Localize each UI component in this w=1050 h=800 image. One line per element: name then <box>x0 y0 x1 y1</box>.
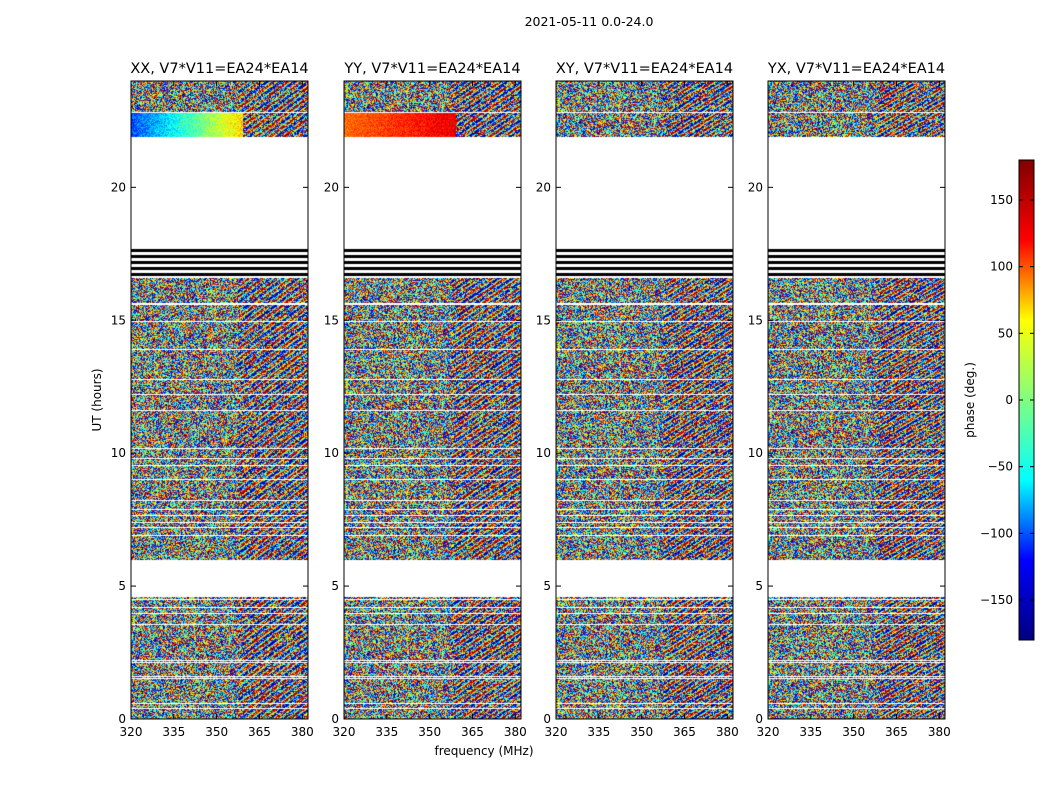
phase-heatmap-yy <box>344 81 521 719</box>
y-tick-label: 10 <box>748 446 763 460</box>
y-tick-label: 5 <box>543 579 551 593</box>
colorbar-tick-label: 50 <box>998 326 1013 340</box>
x-tick-label: 335 <box>162 725 185 739</box>
panel-xx: XX, V7*V11=EA24*EA14 0 5 10 15 20 320 335 350 365… <box>111 61 314 739</box>
y-tick-label: 5 <box>331 579 339 593</box>
x-tick-label: 380 <box>291 725 314 739</box>
y-tick-label: 5 <box>755 579 763 593</box>
panel-yx: YX, V7*V11=EA24*EA14 0 5 10 15 20 320 335 350 365… <box>748 61 951 739</box>
y-tick-label: 0 <box>755 712 763 726</box>
panel-title: XY, V7*V11=EA24*EA14 <box>556 61 733 77</box>
x-tick-label: 320 <box>120 725 143 739</box>
x-tick-label: 350 <box>842 725 865 739</box>
colorbar-tick-label: −100 <box>980 526 1013 540</box>
x-tick-label: 380 <box>928 725 951 739</box>
x-tick-label: 365 <box>885 725 908 739</box>
y-tick-label: 10 <box>536 446 551 460</box>
x-tick-label: 350 <box>205 725 228 739</box>
x-axis-label: frequency (MHz) <box>434 744 533 758</box>
y-tick-label: 20 <box>324 180 339 194</box>
y-tick-label: 0 <box>331 712 339 726</box>
x-tick-label: 320 <box>545 725 568 739</box>
x-tick-label: 380 <box>504 725 527 739</box>
phase-heatmap-yx <box>768 81 945 719</box>
panel-title: XX, V7*V11=EA24*EA14 <box>130 61 308 77</box>
colorbar-tick-label: 0 <box>1005 393 1013 407</box>
panel-title: YX, V7*V11=EA24*EA14 <box>767 61 945 77</box>
panel-frame <box>555 80 734 720</box>
x-tick-label: 320 <box>333 725 356 739</box>
x-tick-label: 350 <box>418 725 441 739</box>
y-tick-label: 20 <box>748 180 763 194</box>
colorbar-label: phase (deg.) <box>963 362 977 438</box>
panel-title: YY, V7*V11=EA24*EA14 <box>343 61 520 77</box>
x-tick-label: 380 <box>716 725 739 739</box>
panels-group: XX, V7*V11=EA24*EA14 0 5 10 15 20 320 335 350 365… <box>111 61 951 739</box>
x-tick-label: 335 <box>799 725 822 739</box>
y-tick-label: 10 <box>111 446 126 460</box>
y-tick-label: 10 <box>324 446 339 460</box>
y-tick-label: 0 <box>118 712 126 726</box>
y-axis-label: UT (hours) <box>90 368 104 431</box>
colorbar-tick-label: 150 <box>990 193 1013 207</box>
panel-xy: XY, V7*V11=EA24*EA14 0 5 10 15 20 320 335 350 365… <box>536 61 739 739</box>
x-tick-label: 350 <box>630 725 653 739</box>
colorbar-tick-label: 100 <box>990 260 1013 274</box>
figure-suptitle: 2021-05-11 0.0-24.0 <box>525 14 654 29</box>
colorbar-tick-label: −50 <box>988 460 1013 474</box>
x-tick-label: 365 <box>673 725 696 739</box>
panel-frame <box>767 80 946 720</box>
y-tick-label: 20 <box>536 180 551 194</box>
y-tick-label: 15 <box>111 313 126 327</box>
x-tick-label: 335 <box>587 725 610 739</box>
colorbar-tick-label: −150 <box>980 593 1013 607</box>
panel-frame <box>343 80 522 720</box>
colorbar: 150 100 50 0 −50 −100 −150 <box>980 159 1035 641</box>
y-tick-label: 0 <box>543 712 551 726</box>
phase-heatmap-xy <box>556 81 733 719</box>
phase-heatmap-xx <box>131 81 308 719</box>
y-tick-label: 15 <box>324 313 339 327</box>
x-tick-label: 320 <box>757 725 780 739</box>
x-tick-label: 365 <box>248 725 271 739</box>
y-tick-label: 20 <box>111 180 126 194</box>
x-tick-label: 335 <box>375 725 398 739</box>
y-tick-label: 15 <box>748 313 763 327</box>
x-tick-label: 365 <box>461 725 484 739</box>
y-tick-label: 15 <box>536 313 551 327</box>
panel-yy: YY, V7*V11=EA24*EA14 0 5 10 15 20 320 335 350 365… <box>324 61 527 739</box>
panel-frame <box>130 80 309 720</box>
y-tick-label: 5 <box>118 579 126 593</box>
